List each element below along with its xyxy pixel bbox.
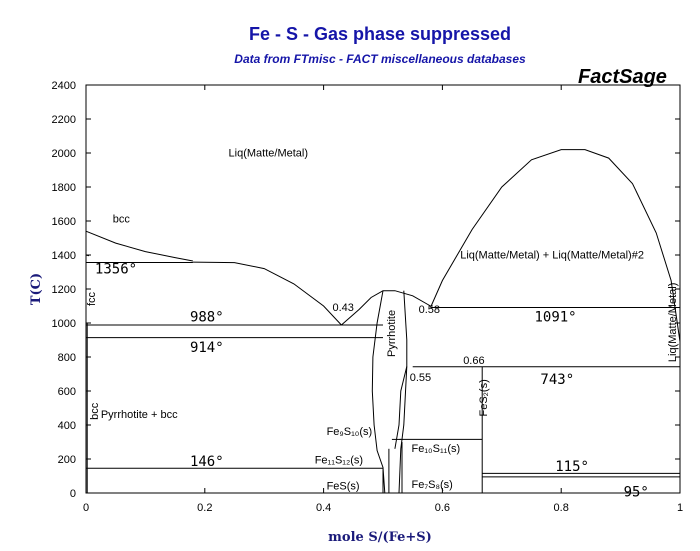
x-tick-label: 0 xyxy=(83,502,89,514)
axis-ticks: 0 0.2 0.4 0.6 0.8 1 0 200 400 600 800 1000 1200 1400 1… xyxy=(52,80,684,514)
x-tick-label: 0.8 xyxy=(554,502,569,514)
annotation-label: bcc xyxy=(113,214,131,226)
boundary-pyrrhotite-left xyxy=(371,290,386,494)
annotation-label: 1356° xyxy=(95,262,137,278)
annotation-label: Pyrrhotite + bcc xyxy=(101,409,178,421)
phase-boundaries xyxy=(85,149,681,494)
annotation-label: 0.66 xyxy=(463,355,484,367)
x-tick-label: 0.2 xyxy=(197,502,212,514)
annotation-label: Fe₁₁S₁₂(s) xyxy=(315,454,363,466)
plot-frame xyxy=(85,84,681,494)
y-tick-label: 1600 xyxy=(52,216,76,228)
chart-subtitle: Data from FTmisc - FACT miscellaneous da… xyxy=(234,52,526,66)
annotation-label: FeS₂(s) xyxy=(478,379,490,416)
annotation-label: bcc xyxy=(89,402,101,420)
annotation-label: Liq(Matte/Metal) xyxy=(667,283,679,362)
annotation-label: fcc xyxy=(86,291,98,306)
chart-title: Fe - S - Gas phase suppressed xyxy=(249,24,511,44)
factsage-logo: FactSage xyxy=(578,66,667,88)
annotation-label: Fe₇S₈(s) xyxy=(412,479,453,491)
y-tick-label: 600 xyxy=(58,386,76,398)
annotation-label: 146° xyxy=(190,454,224,470)
y-tick-label: 200 xyxy=(58,454,76,466)
annotation-label: Liq(Matte/Metal) + Liq(Matte/Metal)#2 xyxy=(460,249,644,261)
y-tick-label: 1400 xyxy=(52,250,76,262)
annotation-label: 988° xyxy=(190,309,224,325)
annotation-label: Fe₉S₁₀(s) xyxy=(327,426,373,438)
annotation-label: 0.55 xyxy=(410,372,431,384)
annotation-label: 914° xyxy=(190,340,224,356)
boundary-bcc-liquidus xyxy=(85,230,193,262)
y-tick-label: 1200 xyxy=(52,284,76,296)
boundary-matte-liquidus-left xyxy=(192,261,342,326)
annotations: Liq(Matte/Metal) Liq(Matte/Metal) + Liq(M… xyxy=(86,147,679,500)
annotation-label: FeS(s) xyxy=(327,481,360,493)
boundary-miscibility-gap xyxy=(430,149,681,342)
boundary-pyrrhotite-right xyxy=(398,290,408,494)
annotation-label: 0.58 xyxy=(419,304,440,316)
annotation-label: 743° xyxy=(540,372,574,388)
annotation-label: Fe₁₀S₁₁(s) xyxy=(412,443,461,455)
annotation-label: Pyrrhotite xyxy=(386,310,398,357)
y-tick-label: 2200 xyxy=(52,114,76,126)
y-tick-label: 2000 xyxy=(52,148,76,160)
annotation-label: 95° xyxy=(624,484,649,500)
y-tick-label: 400 xyxy=(58,420,76,432)
x-tick-label: 1 xyxy=(677,502,683,514)
x-axis-label: mole S/(Fe+S) xyxy=(328,530,432,545)
y-tick-label: 800 xyxy=(58,352,76,364)
y-axis-label: T(C) xyxy=(29,273,44,305)
y-tick-label: 1000 xyxy=(52,318,76,330)
y-tick-label: 0 xyxy=(70,488,76,500)
y-tick-label: 1800 xyxy=(52,182,76,194)
boundary-pyrrhotite-lower-right xyxy=(394,366,408,449)
annotation-label: 0.43 xyxy=(333,302,354,314)
annotation-label: 115° xyxy=(555,459,589,475)
x-tick-label: 0.4 xyxy=(316,502,331,514)
y-tick-label: 2400 xyxy=(52,80,76,92)
annotation-label: Liq(Matte/Metal) xyxy=(229,147,308,159)
annotation-label: 1091° xyxy=(534,309,576,325)
x-tick-label: 0.6 xyxy=(435,502,450,514)
